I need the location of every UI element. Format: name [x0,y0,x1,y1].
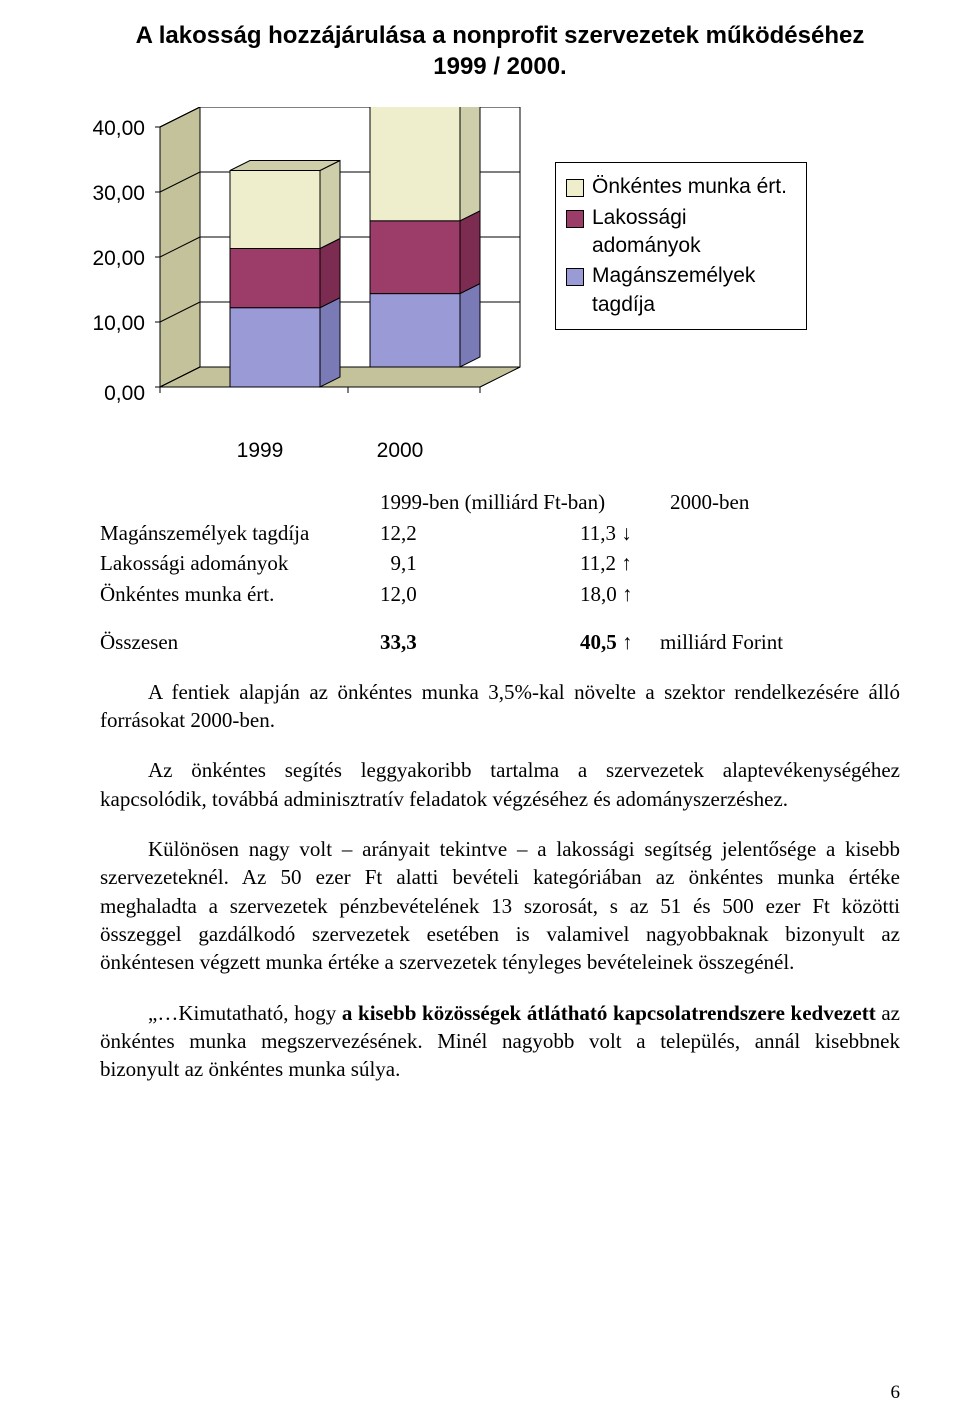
data-table: 1999-ben (milliárd Ft-ban) 2000-ben Magá… [100,487,900,657]
table-row: Lakossági adományok 9,1 11,2 ↑ [100,548,900,578]
table-total-row: Összesen 33,3 40,5 ↑ milliárd Forint [100,627,900,657]
legend-label-1: Önkéntes munka ért. [592,173,787,201]
col-header-1999: 1999-ben (milliárd Ft-ban) [380,487,670,517]
x-label-2000: 2000 [360,439,440,463]
legend-swatch-2 [566,210,584,228]
total-1999: 33,3 [380,627,580,657]
y-tick-40: 40,00 [85,117,145,141]
page: A lakosság hozzájárulása a nonprofit sze… [0,0,960,1424]
legend-swatch-1 [566,179,584,197]
chart-legend: Önkéntes munka ért. Lakossági adományok … [555,162,807,330]
chart-title: A lakosság hozzájárulása a nonprofit sze… [100,20,900,82]
row-label: Önkéntes munka ért. [100,579,380,609]
chart-svg [100,107,530,477]
y-tick-10: 10,00 [85,312,145,336]
paragraph: Különösen nagy volt – arányait tekintve … [100,835,900,977]
bar-2000 [370,107,480,367]
y-tick-30: 30,00 [85,182,145,206]
cell: 9,1 [380,548,580,578]
legend-item-3: Magánszemélyek tagdíja [566,262,792,319]
legend-item-1: Önkéntes munka ért. [566,173,792,201]
bar-1999 [230,161,340,388]
total-label: Összesen [100,627,380,657]
chart-row: 40,00 30,00 20,00 10,00 0,00 1999 2000 [100,107,900,477]
title-line-1: A lakosság hozzájárulása a nonprofit sze… [136,22,865,49]
total-unit: milliárd Forint [660,627,783,657]
paragraph: „…Kimutatható, hogy a kisebb közösségek … [100,999,900,1084]
paragraph: Az önkéntes segítés leggyakoribb tartalm… [100,756,900,813]
stacked-bar-chart: 40,00 30,00 20,00 10,00 0,00 1999 2000 [100,107,530,477]
cell: 11,2 ↑ [580,548,700,578]
cell: 12,0 [380,579,580,609]
col-header-2000: 2000-ben [670,487,790,517]
row-label: Lakossági adományok [100,548,380,578]
page-number: 6 [891,1382,901,1404]
paragraph: A fentiek alapján az önkéntes munka 3,5%… [100,678,900,735]
x-label-1999: 1999 [220,439,300,463]
body-text: A fentiek alapján az önkéntes munka 3,5%… [100,678,900,1084]
legend-label-3: Magánszemélyek tagdíja [592,262,792,319]
cell: 18,0 ↑ [580,579,700,609]
table-row: Önkéntes munka ért. 12,0 18,0 ↑ [100,579,900,609]
legend-swatch-3 [566,268,584,286]
total-2000: 40,5 ↑ [580,627,650,657]
legend-item-2: Lakossági adományok [566,204,792,261]
cell: 12,2 [380,518,580,548]
table-header: 1999-ben (milliárd Ft-ban) 2000-ben [100,487,900,517]
title-line-2: 1999 / 2000. [433,53,566,80]
y-tick-20: 20,00 [85,247,145,271]
table-row: Magánszemélyek tagdíja 12,2 11,3 ↓ [100,518,900,548]
text: „…Kimutatható, hogy [148,1001,342,1025]
cell: 11,3 ↓ [580,518,700,548]
y-tick-0: 0,00 [85,382,145,406]
legend-label-2: Lakossági adományok [592,204,792,261]
row-label: Magánszemélyek tagdíja [100,518,380,548]
text-bold: a kisebb közösségek átlátható kapcsolatr… [342,1001,876,1025]
